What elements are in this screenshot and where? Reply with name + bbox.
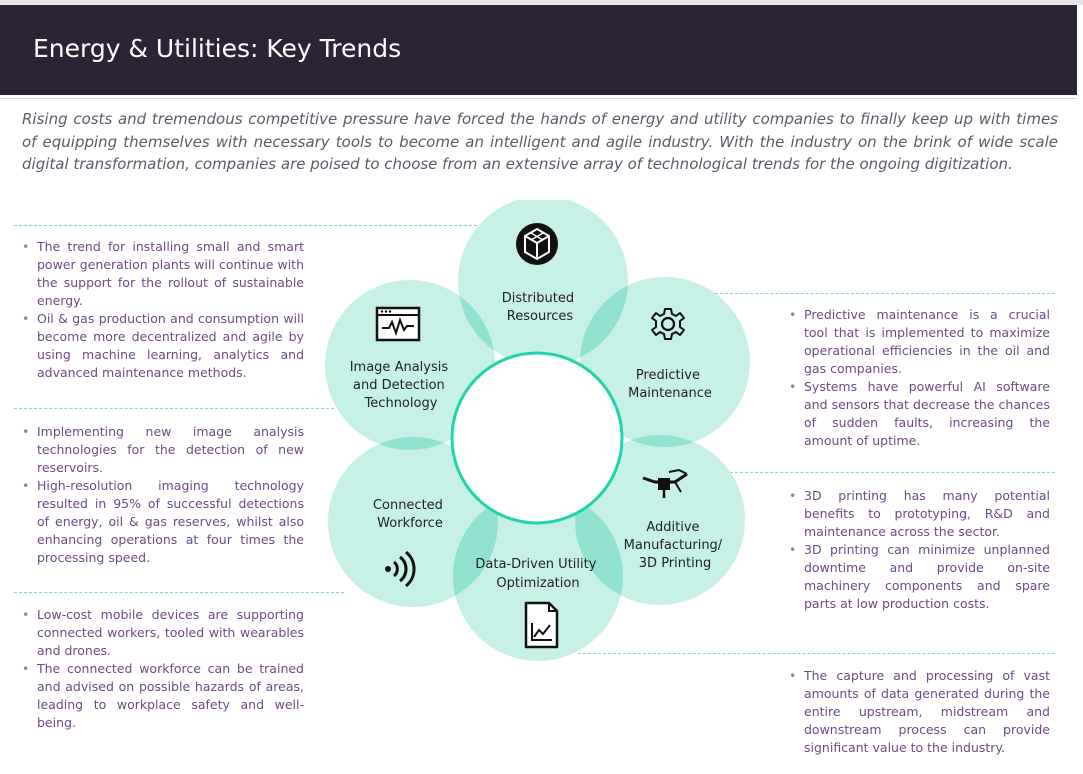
label-line: Connected — [373, 498, 443, 513]
petal-circles — [325, 200, 750, 661]
left-rule-2 — [14, 408, 334, 409]
petal-predictive-maintenance — [580, 277, 750, 447]
label-line: Data-Driven Utility — [475, 557, 596, 572]
list-item: The capture and processing of vast amoun… — [789, 667, 1050, 757]
label-line: Manufacturing/ — [624, 538, 723, 553]
right-bullets-data-driven: The capture and processing of vast amoun… — [789, 667, 1050, 757]
wireless-signal-icon — [385, 550, 416, 588]
right-rule-3 — [578, 653, 1055, 654]
right-bullets-3d-printing: 3D printing has many potential benefits … — [789, 487, 1050, 613]
list-item: The trend for installing small and smart… — [22, 238, 304, 310]
gear-icon — [651, 308, 685, 340]
label-line: Resources — [507, 309, 574, 324]
trends-flower-diagram: Distributed Resources Predictive Mainten… — [325, 200, 750, 661]
3d-printer-icon — [642, 468, 688, 498]
right-bullets-predictive: Predictive maintenance is a crucial tool… — [789, 306, 1050, 450]
label-line: Image Analysis — [350, 360, 449, 375]
left-rule-3 — [14, 592, 344, 593]
label-line: Additive — [646, 520, 699, 535]
label-line: Optimization — [496, 576, 579, 591]
list-item: High-resolution imaging technology resul… — [22, 477, 304, 567]
petal-label-additive-manufacturing: Additive Manufacturing/ 3D Printing — [624, 520, 727, 571]
left-rule-1 — [14, 225, 492, 226]
label-line: and Detection — [353, 378, 445, 393]
top-border — [0, 0, 1083, 5]
petal-label-distributed-resources: Distributed Resources — [502, 291, 578, 324]
page-title: Energy & Utilities: Key Trends — [33, 34, 402, 63]
right-rule-2 — [730, 472, 1055, 473]
list-item: Predictive maintenance is a crucial tool… — [789, 306, 1050, 378]
intro-paragraph: Rising costs and tremendous competitive … — [22, 110, 1058, 173]
label-line: Distributed — [502, 291, 574, 306]
left-bullets-distributed: The trend for installing small and smart… — [22, 238, 304, 382]
label-line: Technology — [364, 396, 438, 411]
right-rule-1 — [705, 293, 1055, 294]
petal-label-predictive-maintenance: Predictive Maintenance — [628, 368, 712, 401]
petal-label-data-driven-optimization: Data-Driven Utility Optimization — [475, 557, 600, 591]
left-bullets-workforce: Low-cost mobile devices are supporting c… — [22, 606, 304, 732]
label-line: Predictive — [636, 368, 700, 383]
list-item: The connected workforce can be trained a… — [22, 660, 304, 732]
list-item: Systems have powerful AI software and se… — [789, 378, 1050, 450]
header-bar: Energy & Utilities: Key Trends — [0, 5, 1077, 95]
petal-image-analysis — [325, 280, 495, 450]
left-bullets-image-analysis: Implementing new image analysis technolo… — [22, 423, 304, 567]
list-item: Oil & gas production and consumption wil… — [22, 310, 304, 382]
list-item: 3D printing has many potential benefits … — [789, 487, 1050, 541]
label-line: Workforce — [377, 516, 443, 531]
center-circle — [450, 351, 624, 525]
petal-label-connected-workforce: Connected Workforce — [373, 498, 447, 531]
list-item: 3D printing can minimize unplanned downt… — [789, 541, 1050, 613]
label-line: 3D Printing — [639, 556, 711, 571]
monitor-waveform-icon — [375, 306, 421, 342]
petal-label-image-analysis: Image Analysis and Detection Technology — [350, 360, 453, 411]
list-item: Implementing new image analysis technolo… — [22, 423, 304, 477]
distributed-resources-icon — [516, 223, 558, 265]
header-divider — [0, 98, 1077, 99]
list-item: Low-cost mobile devices are supporting c… — [22, 606, 304, 660]
chart-document-icon — [524, 601, 559, 649]
label-line: Maintenance — [628, 386, 712, 401]
petal-distributed-resources — [458, 200, 628, 366]
